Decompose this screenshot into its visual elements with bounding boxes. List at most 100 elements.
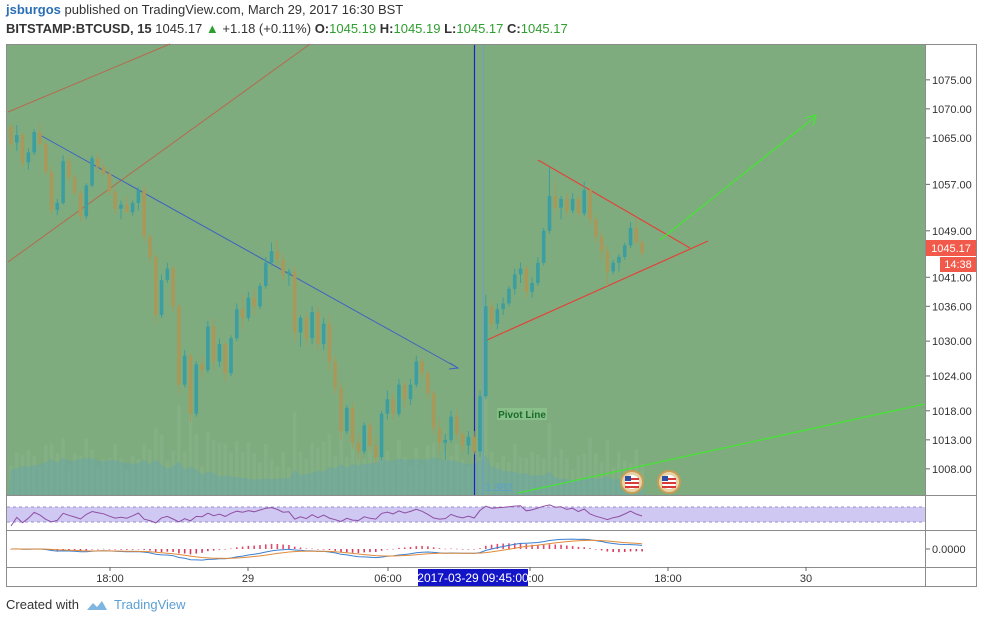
candle[interactable] [426,370,430,400]
triangle-upper-line[interactable] [537,159,691,249]
candle[interactable] [217,338,222,368]
candle[interactable] [32,129,36,156]
candle[interactable] [512,268,517,295]
candle[interactable] [200,355,204,379]
candle[interactable] [443,434,448,461]
candle[interactable] [246,291,251,321]
candle[interactable] [588,187,592,225]
candle[interactable] [373,436,378,464]
candle[interactable] [599,230,604,260]
candle[interactable] [379,410,384,461]
triangle-lower-line[interactable] [486,240,709,341]
candle[interactable] [258,283,262,310]
candle[interactable] [605,245,610,286]
candle[interactable] [107,169,112,196]
candle[interactable] [235,303,239,342]
candle[interactable] [119,200,123,220]
candle[interactable] [541,227,546,266]
macd-pane[interactable] [7,531,925,567]
candle[interactable] [269,242,274,266]
candle[interactable] [206,320,210,374]
candle[interactable] [455,410,459,440]
candle[interactable] [38,122,42,147]
candle[interactable] [298,315,303,347]
candle[interactable] [559,195,563,220]
candle[interactable] [489,300,494,330]
candle[interactable] [171,265,175,313]
candle[interactable] [327,315,332,371]
candle[interactable] [553,181,558,214]
candles-layer[interactable] [9,122,644,464]
candle[interactable] [125,195,129,213]
author-username[interactable]: jsburgos [6,2,61,17]
candle[interactable] [148,233,152,263]
candle[interactable] [43,140,48,176]
candle[interactable] [153,251,158,324]
green-target-arrow-line[interactable] [659,116,816,241]
candle[interactable] [182,349,187,388]
candle[interactable] [159,274,164,318]
candle[interactable] [281,254,285,281]
candle[interactable] [14,125,19,151]
candle[interactable] [518,262,523,284]
candle[interactable] [90,155,94,188]
candle[interactable] [431,390,436,435]
candle[interactable] [536,256,540,286]
candle[interactable] [460,431,465,452]
candle[interactable] [263,256,268,289]
symbol-label[interactable]: BITSTAMP:BTCUSD, 15 [6,21,152,36]
candle[interactable] [177,303,181,394]
candle[interactable] [9,123,13,150]
candle[interactable] [570,193,575,214]
candle[interactable] [420,358,424,379]
candle[interactable] [449,410,453,443]
candle[interactable] [437,419,442,452]
candle[interactable] [397,378,401,417]
main-pane[interactable] [7,45,925,495]
candle[interactable] [96,153,100,173]
candle[interactable] [142,185,146,243]
candle[interactable] [362,422,366,455]
candle[interactable] [414,355,419,388]
price-axis[interactable]: 1075.00 1070.00 1065.00 1057.00 1049.00 1041.… [926,75,972,476]
candle[interactable] [634,219,639,246]
candle[interactable] [316,306,320,350]
candle[interactable] [26,148,31,170]
candle[interactable] [130,200,135,216]
candle[interactable] [472,431,476,455]
candle[interactable] [611,259,615,275]
candle[interactable] [275,239,280,266]
candle[interactable] [391,393,395,420]
candle[interactable] [576,195,581,217]
tradingview-brand-link[interactable]: TradingView [85,597,186,612]
candle[interactable] [211,317,216,371]
candle[interactable] [304,312,309,347]
candle[interactable] [385,390,390,420]
candle[interactable] [582,181,587,217]
us-flag-event-icon[interactable] [657,470,681,494]
candle[interactable] [101,163,106,176]
candle[interactable] [547,166,552,234]
candle[interactable] [72,173,77,196]
candle[interactable] [252,288,256,315]
channel-line-upper[interactable] [7,43,171,113]
candle[interactable] [49,165,54,215]
candle[interactable] [368,422,372,452]
channel-line-lower[interactable] [7,43,311,263]
candle[interactable] [408,378,413,405]
candle[interactable] [310,306,314,345]
candle[interactable] [565,193,569,217]
candle[interactable] [356,434,361,461]
candle[interactable] [478,390,482,458]
candle[interactable] [333,355,338,394]
candle[interactable] [223,341,228,382]
candle[interactable] [55,198,60,216]
candle[interactable] [530,277,534,298]
candle[interactable] [321,317,326,350]
candle[interactable] [593,213,598,243]
candle[interactable] [165,262,170,284]
candle[interactable] [339,381,343,440]
candle[interactable] [194,361,199,417]
candle[interactable] [113,187,118,214]
